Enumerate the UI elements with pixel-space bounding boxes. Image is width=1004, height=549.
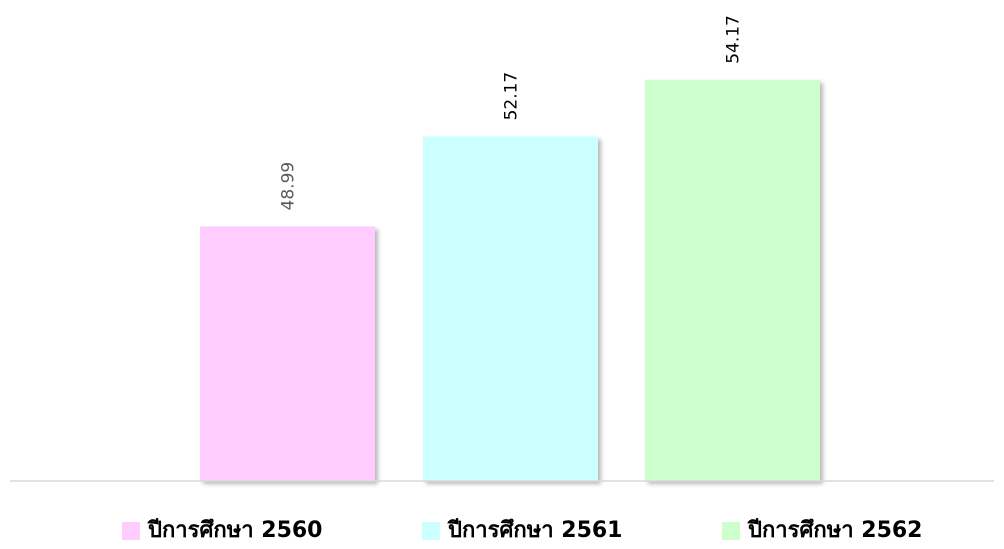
legend-item-2561: ปีการศึกษา 2561 xyxy=(422,516,623,546)
bar-2561 xyxy=(423,136,598,481)
legend-swatch-2562 xyxy=(722,522,740,540)
data-label-2560: 48.99 xyxy=(279,162,299,211)
bar-2562 xyxy=(645,79,820,481)
legend-label-2561: ปีการศึกษา 2561 xyxy=(448,518,623,543)
data-labels-group: 48.99 52.17 54.17 xyxy=(279,15,744,210)
data-label-2561: 52.17 xyxy=(502,72,522,121)
legend-swatch-2560 xyxy=(122,522,140,540)
legend-swatch-2561 xyxy=(422,522,440,540)
legend-item-2560: ปีการศึกษา 2560 xyxy=(122,516,323,546)
legend-label-2560: ปีการศึกษา 2560 xyxy=(148,518,323,543)
bars-group xyxy=(200,79,820,481)
chart-legend: ปีการศึกษา 2560 ปีการศึกษา 2561 ปีการศึก… xyxy=(0,516,1004,546)
legend-item-2562: ปีการศึกษา 2562 xyxy=(722,516,923,546)
data-label-2562: 54.17 xyxy=(724,15,744,64)
bar-2560 xyxy=(200,226,375,481)
legend-label-2562: ปีการศึกษา 2562 xyxy=(748,518,923,543)
